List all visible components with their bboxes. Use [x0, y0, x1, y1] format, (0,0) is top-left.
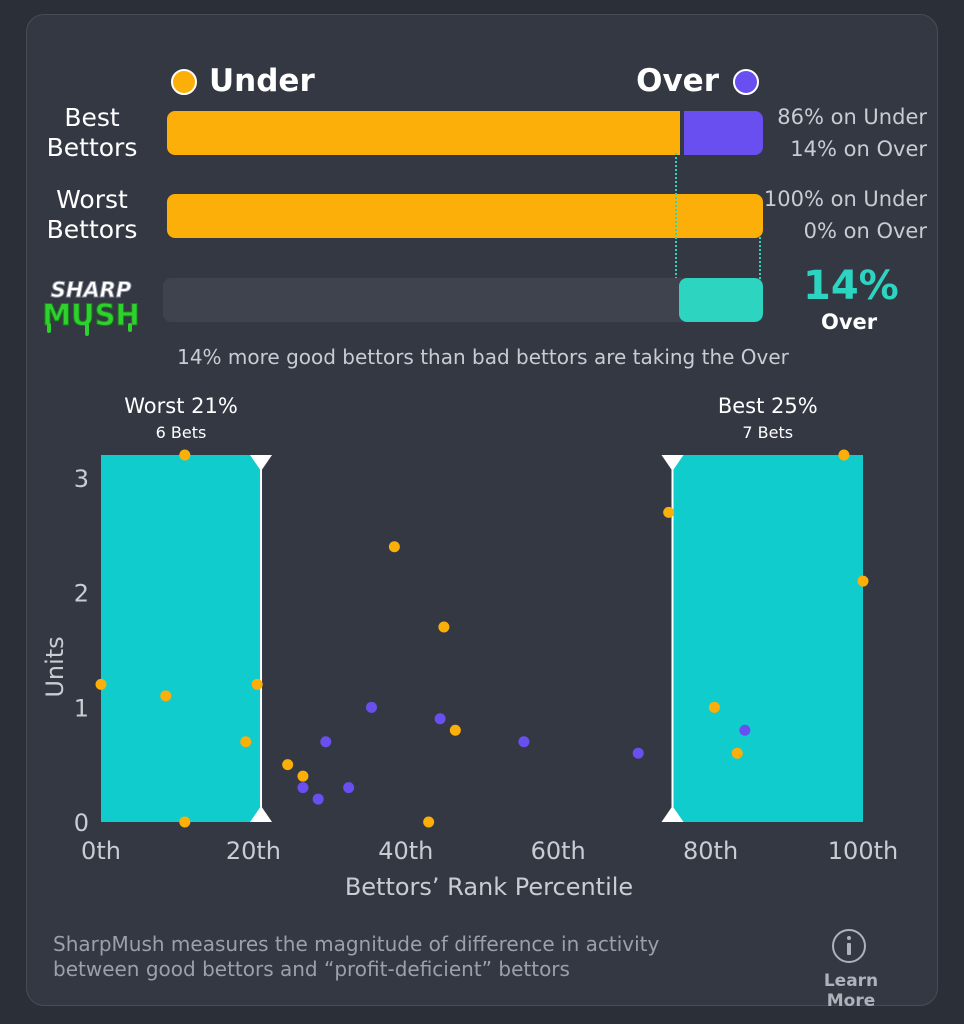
x-tick-label-2: 40th: [378, 837, 433, 865]
summary-text: 14% more good bettors than bad bettors a…: [177, 345, 789, 369]
under-point-14: [731, 747, 743, 759]
sharpmush-diff-fill: [679, 278, 763, 322]
under-point-3: [179, 816, 191, 828]
logo-line1: SHARP: [51, 278, 132, 302]
x-ticks: 0th 20th 40th 60th 80th 100th: [81, 837, 898, 865]
worst-bettors-pct: 100% on Under 0% on Over: [727, 183, 927, 247]
x-tick-label-4: 80th: [683, 837, 738, 865]
y-tick-label-0: 0: [74, 809, 89, 837]
scatter-chart: Worst 21% 6 Bets Best 25% 7 Bets 0th 20th 40t…: [41, 394, 898, 901]
sharpmush-card: Under Over Best Bettors 86% on Under 14%…: [26, 14, 938, 1011]
footnote-line1: SharpMush measures the magnitude of diff…: [53, 932, 660, 956]
region-subtitle-0: 6 Bets: [156, 423, 207, 442]
over-point-7: [632, 747, 644, 759]
under-point-1: [160, 690, 172, 702]
under-legend-dot: [171, 69, 197, 95]
under-point-8: [388, 541, 400, 553]
under-point-12: [663, 506, 675, 518]
worst-bettors-label-line1: Worst: [56, 185, 128, 214]
over-point-8: [739, 724, 751, 736]
under-point-10: [438, 621, 450, 633]
best-bettors-label-line2: Bettors: [46, 133, 138, 162]
over-point-2: [320, 736, 332, 748]
under-legend-label: Under: [209, 63, 315, 99]
x-axis-label: Bettors’ Rank Percentile: [345, 873, 633, 901]
over-legend-label: Over: [636, 63, 719, 99]
region-title-1: Best 25%: [718, 394, 818, 418]
over-point-4: [366, 701, 378, 713]
region-subtitle-1: 7 Bets: [742, 423, 793, 442]
best-under-segment: [167, 111, 680, 155]
logo-drip-1: [47, 323, 51, 333]
worst-bettors-bar: [167, 194, 763, 238]
logo-line2: MUSH: [42, 298, 140, 332]
over-point-3: [343, 782, 355, 794]
worst-over-pct-text: 0% on Over: [803, 219, 927, 243]
sharpmush-logo-art: SHARP MUSH: [42, 278, 140, 336]
y-axis-label: Units: [41, 636, 69, 697]
under-point-16: [857, 575, 869, 587]
x-tick-label-0: 0th: [81, 837, 121, 865]
under-point-0: [95, 678, 107, 690]
footnote-line2: between good bettors and “profit-deficie…: [53, 957, 570, 981]
logo-drip-3: [128, 323, 132, 332]
under-point-15: [838, 449, 850, 461]
sharpmush-value: 14%: [803, 263, 899, 309]
best-bettors-label-line1: Best: [64, 103, 120, 132]
best-bettors-label: Best Bettors: [17, 103, 167, 163]
sharpmush-logo: SHARP MUSH: [33, 275, 153, 339]
worst-bettors-label-line2: Bettors: [46, 215, 138, 244]
x-tick-label-3: 60th: [531, 837, 586, 865]
learn-more-button[interactable]: Learn More: [797, 927, 905, 1011]
under-point-7: [297, 770, 309, 782]
over-point-0: [297, 782, 309, 794]
over-point-5: [434, 713, 446, 725]
region-marker-top-0: [250, 455, 273, 471]
over-point-6: [518, 736, 530, 748]
y-tick-label-3: 3: [74, 465, 89, 493]
under-point-5: [251, 678, 263, 690]
diff-guide-right: [759, 237, 761, 279]
logo-drip-2: [85, 323, 89, 336]
region-title-0: Worst 21%: [124, 394, 238, 418]
diff-guide-left: [675, 153, 677, 279]
x-tick-label-5: 100th: [828, 837, 898, 865]
x-tick-label-1: 20th: [226, 837, 281, 865]
best-bettors-pct: 86% on Under 14% on Over: [727, 101, 927, 165]
best-over-segment: [684, 111, 763, 155]
best-bettors-bar: [167, 111, 763, 155]
region-marker-top-1: [661, 455, 684, 471]
over-legend-dot: [733, 69, 759, 95]
region-marker-bottom-1: [661, 806, 684, 822]
under-point-9: [423, 816, 435, 828]
y-ticks: 0 1 2 3: [74, 465, 89, 837]
worst-bettors-label: Worst Bettors: [17, 185, 167, 245]
under-point-2: [179, 449, 191, 461]
best-under-pct-text: 86% on Under: [777, 105, 927, 129]
region-0: [101, 455, 262, 822]
info-icon: [832, 929, 866, 963]
under-point-11: [449, 724, 461, 736]
best-over-pct-text: 14% on Over: [790, 137, 927, 161]
worst-under-pct-text: 100% on Under: [763, 187, 927, 211]
under-point-13: [708, 701, 720, 713]
region-1: [672, 455, 863, 822]
chart-points: [95, 449, 869, 828]
over-point-1: [312, 793, 324, 805]
under-point-4: [240, 736, 252, 748]
sharpmush-diff-bar: [163, 278, 763, 322]
sharpmush-side: Over: [821, 310, 878, 334]
footnote: SharpMush measures the magnitude of diff…: [53, 932, 659, 982]
worst-under-segment: [167, 194, 763, 238]
y-tick-label-1: 1: [74, 694, 89, 722]
under-point-6: [282, 759, 294, 771]
y-tick-label-2: 2: [74, 580, 89, 608]
chart-regions: Worst 21% 6 Bets Best 25% 7 Bets: [101, 394, 863, 822]
region-marker-bottom-0: [250, 806, 273, 822]
learn-more-label: Learn More: [823, 971, 879, 1011]
